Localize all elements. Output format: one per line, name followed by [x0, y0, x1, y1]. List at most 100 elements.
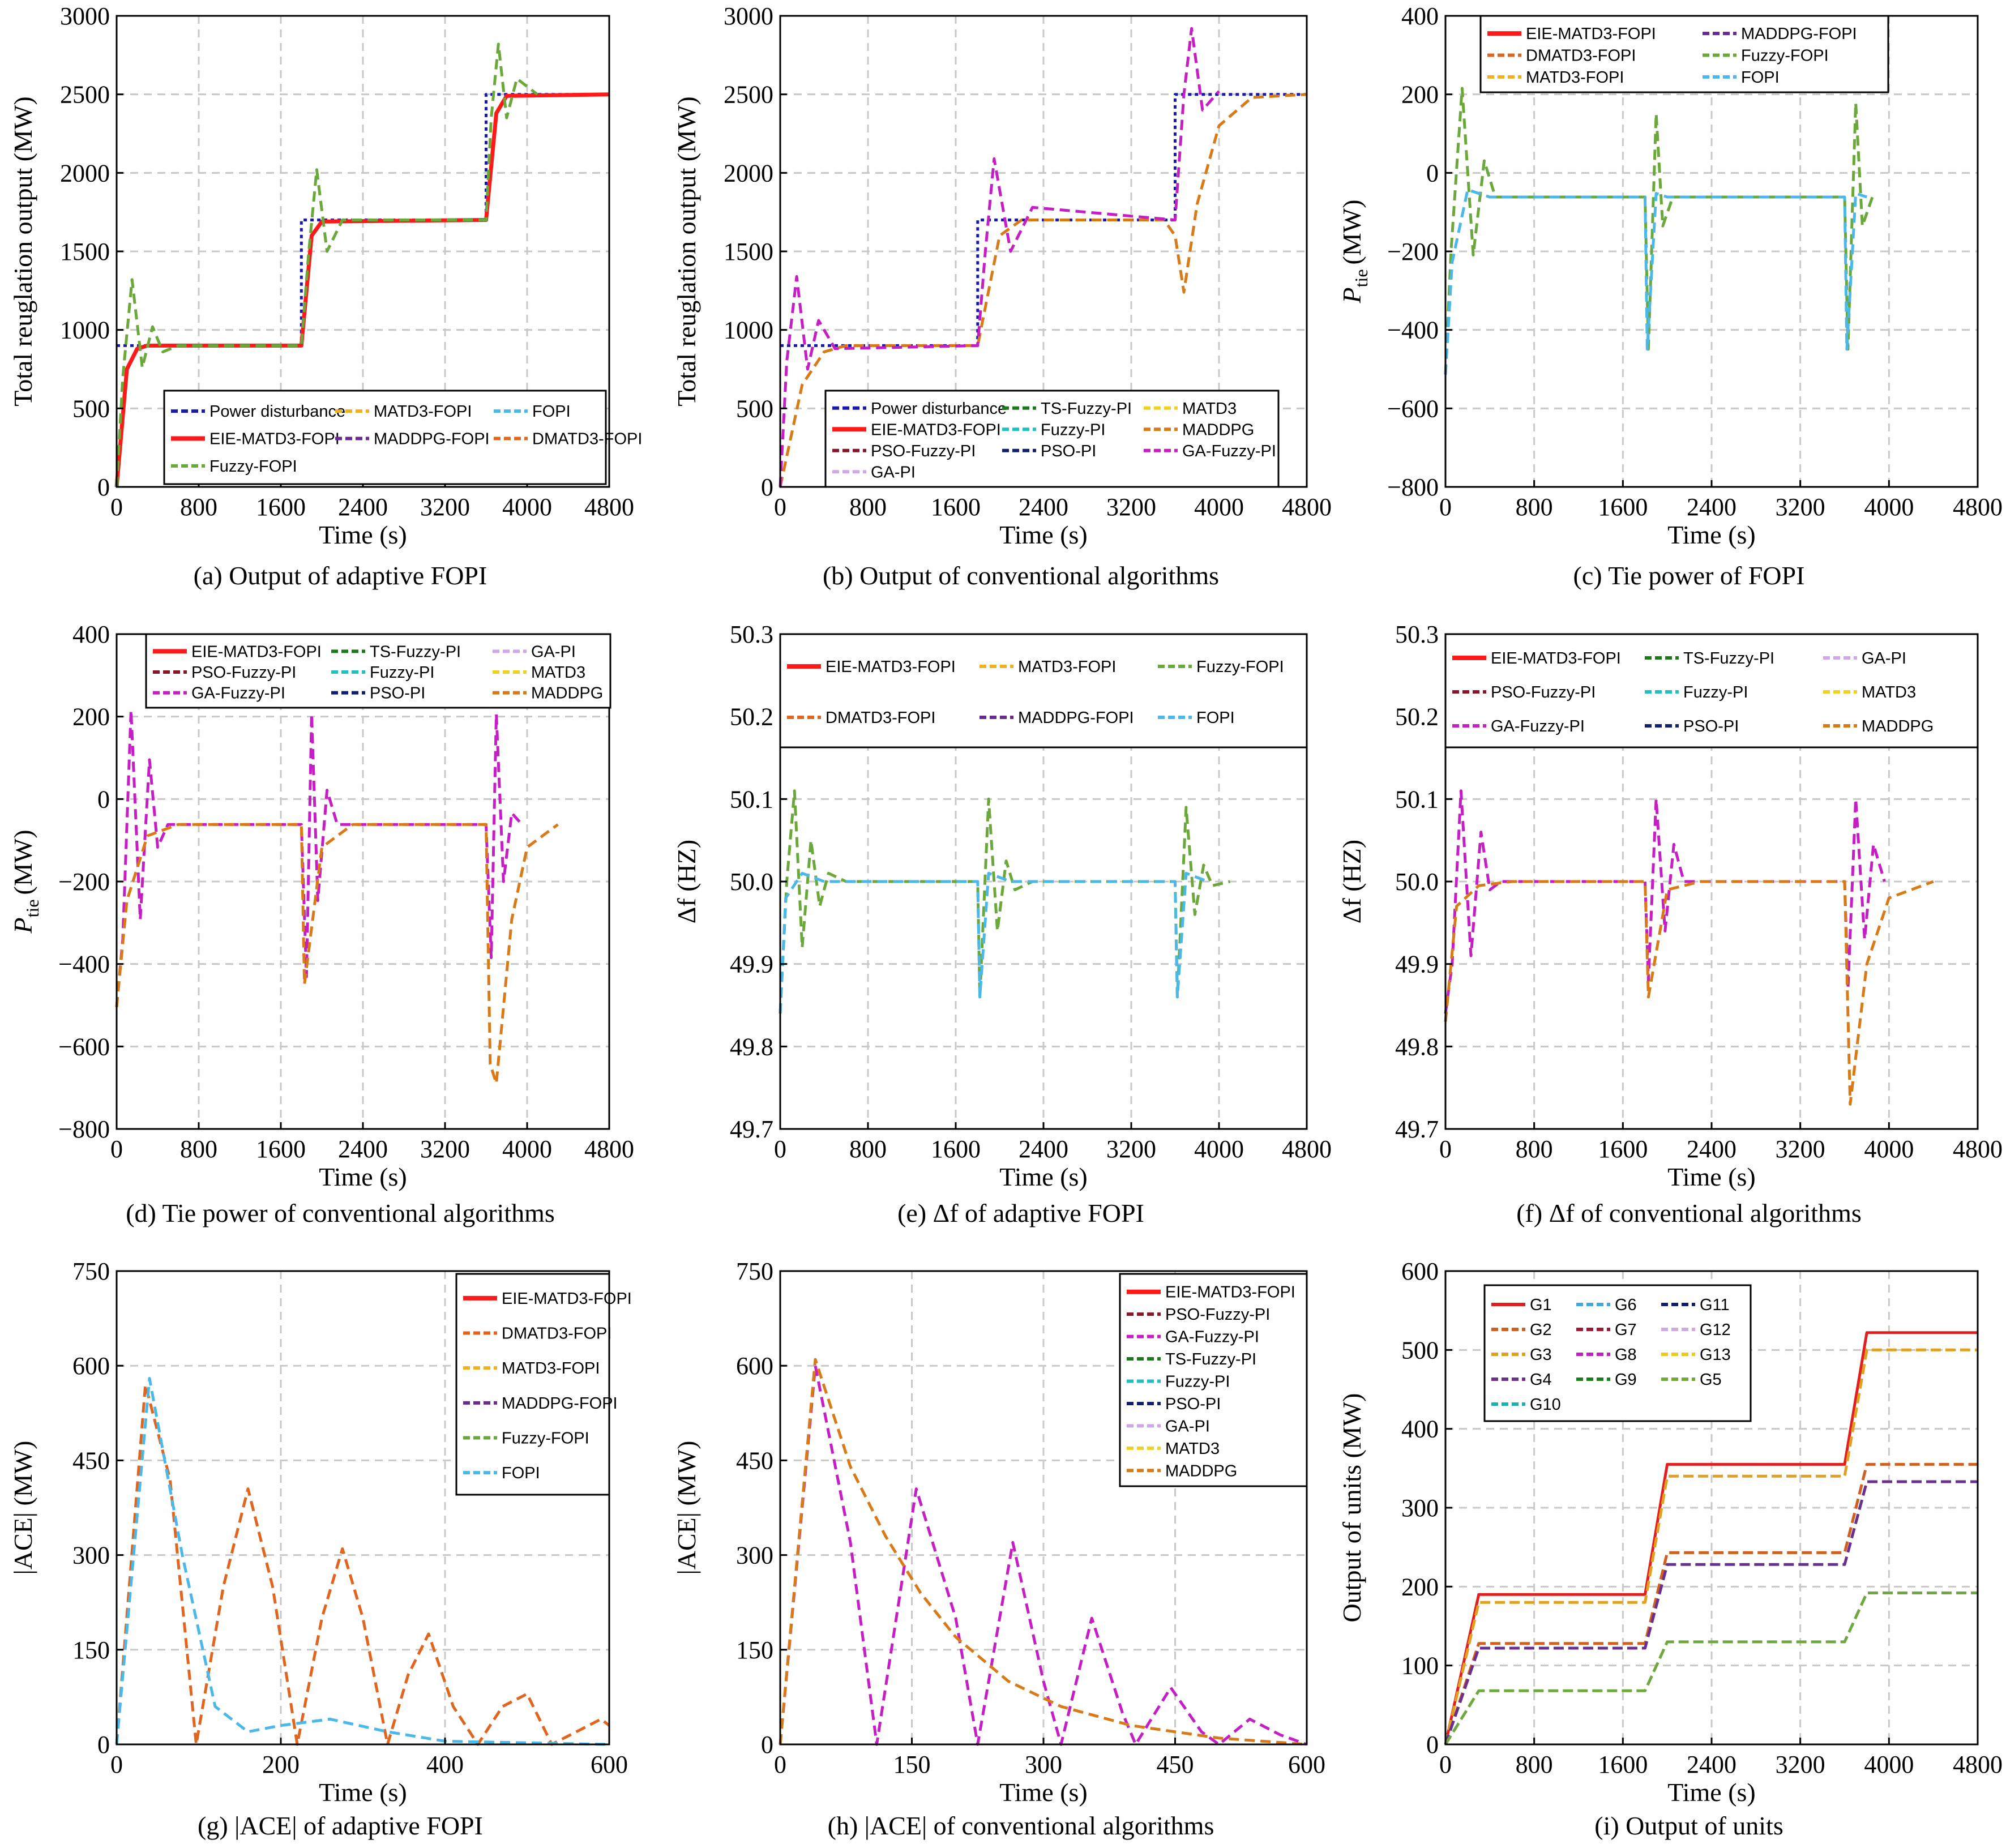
x-tick-label: 1600 [1598, 1751, 1648, 1778]
x-tick-label: 800 [1516, 493, 1553, 521]
y-tick-label: 450 [736, 1447, 773, 1474]
x-tick-label: 4800 [584, 1135, 634, 1163]
legend-entry: MATD3 [1182, 400, 1237, 418]
legend-box [1444, 633, 1979, 748]
y-tick-label: −400 [58, 951, 110, 978]
legend: Power disturbance TS-Fuzzy-PI MATD3 EIE-MAT… [824, 390, 1280, 488]
legend-entry: MADDPG-FOPI [1018, 709, 1134, 727]
series-line-fuzzy-fopi [1444, 87, 1874, 375]
x-tick-label: 0 [774, 1751, 786, 1778]
legend-entry: MATD3 [1862, 683, 1916, 701]
y-axis-label: Ptie (MW) [8, 829, 42, 934]
panel-g: 0 200 400 600 0 150 300 450 600 750 Time (s) |ACE| … [8, 1257, 632, 1840]
legend-entry: Fuzzy-PI [370, 664, 434, 682]
x-tick-label: 3200 [420, 493, 470, 521]
legend-entry: MADDPG [1862, 717, 1934, 735]
legend-entry: G9 [1615, 1371, 1637, 1389]
legend-entry: EIE-MATD3-FOPI [871, 421, 1001, 439]
y-tick-label: 1000 [724, 316, 773, 344]
legend-entry: PSO-Fuzzy-PI [191, 664, 296, 682]
y-axis-label-unit: (MW) [1337, 199, 1366, 264]
legend-entry: FOPI [502, 1464, 540, 1482]
legend-entry: MADDPG-FOPI [502, 1394, 618, 1413]
x-tick-label: 600 [1288, 1751, 1325, 1778]
panel-caption: (i) Output of units [1594, 1811, 1783, 1840]
y-tick-label: 49.7 [1395, 1115, 1439, 1143]
y-tick-label: 0 [97, 1731, 110, 1759]
panel-f: 0 800 1600 2400 3200 4000 4800 49.7 49.8 49.9 50.0… [1337, 621, 2003, 1227]
legend-entry: G1 [1530, 1296, 1552, 1314]
y-tick-label: 2000 [60, 159, 110, 187]
y-tick-label: 50.1 [730, 785, 773, 813]
panel-d: 0 800 1600 2400 3200 4000 4800−800−600−400−200… [8, 621, 634, 1227]
y-axis-label: Ptie (MW) [1337, 199, 1371, 303]
legend-entry: Fuzzy-FOPI [502, 1430, 589, 1448]
legend-entry: FOPI [532, 403, 571, 421]
y-tick-label: 49.8 [1395, 1033, 1439, 1060]
y-tick-label: 600 [736, 1352, 773, 1380]
y-tick-label: 0 [761, 473, 773, 501]
series-line-fuzzy-fopi [115, 42, 538, 487]
series-line-fopi [1444, 188, 1867, 375]
legend-entry: GA-PI [1165, 1417, 1210, 1435]
legend-entry: EIE-MATD3-FOPI [191, 643, 322, 661]
panel-caption: (a) Output of adaptive FOPI [194, 561, 487, 590]
y-tick-label: 0 [1426, 159, 1439, 187]
legend-box [145, 633, 611, 709]
legend-entry: TS-Fuzzy-PI [370, 643, 461, 661]
legend-entry: TS-Fuzzy-PI [1041, 400, 1132, 418]
legend-entry: Fuzzy-PI [1683, 683, 1748, 701]
panel-b: 0 800 1600 2400 3200 4000 4800 0 500 1000 1500 2000… [672, 2, 1332, 590]
y-tick-label: 750 [72, 1257, 110, 1285]
y-tick-label: 400 [72, 621, 110, 648]
legend-entry: DMATD3-FOPI [532, 430, 642, 448]
y-tick-label: −600 [1387, 395, 1439, 422]
legend-entry: Fuzzy-FOPI [209, 457, 297, 476]
x-tick-label: 2400 [1687, 1751, 1736, 1778]
y-tick-label: 300 [736, 1542, 773, 1569]
series-line-fopi [779, 871, 1209, 1014]
legend-entry: Fuzzy-PI [1041, 421, 1105, 439]
x-tick-label: 4000 [1194, 1135, 1244, 1163]
y-tick-label: 200 [1401, 81, 1439, 109]
y-tick-label: 49.9 [730, 951, 773, 978]
axes-frame [116, 1270, 610, 1746]
legend-box [1479, 15, 1889, 93]
x-axis-label: Time (s) [1667, 1778, 1756, 1807]
legend-entry: GA-Fuzzy-PI [1182, 442, 1276, 460]
y-tick-label: −200 [58, 868, 110, 896]
y-tick-label: 450 [72, 1447, 110, 1474]
x-tick-label: 0 [110, 493, 123, 521]
legend-entry: PSO-PI [1165, 1395, 1221, 1413]
x-tick-label: 1600 [1598, 493, 1648, 521]
legend-entry: EIE-MATD3-FOPI [502, 1290, 632, 1308]
x-tick-label: 0 [110, 1751, 123, 1778]
y-tick-label: 50.2 [1395, 703, 1439, 731]
legend-entry: Power disturbance [871, 400, 1007, 418]
legend-entry: EIE-MATD3-FOPI [1491, 649, 1621, 668]
x-tick-label: 4800 [1953, 493, 2003, 521]
y-tick-label: 1000 [60, 316, 110, 344]
legend-entry: TS-Fuzzy-PI [1165, 1350, 1256, 1368]
y-tick-label: 1500 [724, 238, 773, 266]
series-line-ga-fuzzy-pi [1444, 789, 1886, 1014]
series-line-dmatd3-fopi [115, 1383, 610, 1746]
legend-entry: GA-PI [871, 463, 916, 481]
legend-entry: Fuzzy-FOPI [1196, 658, 1284, 676]
y-tick-label: 3000 [724, 2, 773, 30]
y-axis-label: |ACE| (MW) [672, 1441, 701, 1575]
x-tick-label: 4000 [1864, 493, 1914, 521]
legend-entry: MADDPG [1182, 421, 1254, 439]
x-tick-label: 4000 [1864, 1135, 1914, 1163]
y-tick-label: −400 [1387, 316, 1439, 344]
x-axis-label: Time (s) [319, 1778, 407, 1807]
y-tick-label: 200 [72, 703, 110, 731]
x-tick-label: 800 [1516, 1135, 1553, 1163]
legend-entry: TS-Fuzzy-PI [1683, 649, 1774, 668]
legend-entry: MATD3-FOPI [1526, 69, 1624, 87]
y-tick-label: −800 [1387, 473, 1439, 501]
legend-entry: Fuzzy-PI [1165, 1373, 1230, 1391]
x-tick-label: 1600 [256, 1135, 306, 1163]
x-axis-label: Time (s) [1667, 520, 1756, 549]
legend-entry: PSO-PI [370, 685, 425, 703]
